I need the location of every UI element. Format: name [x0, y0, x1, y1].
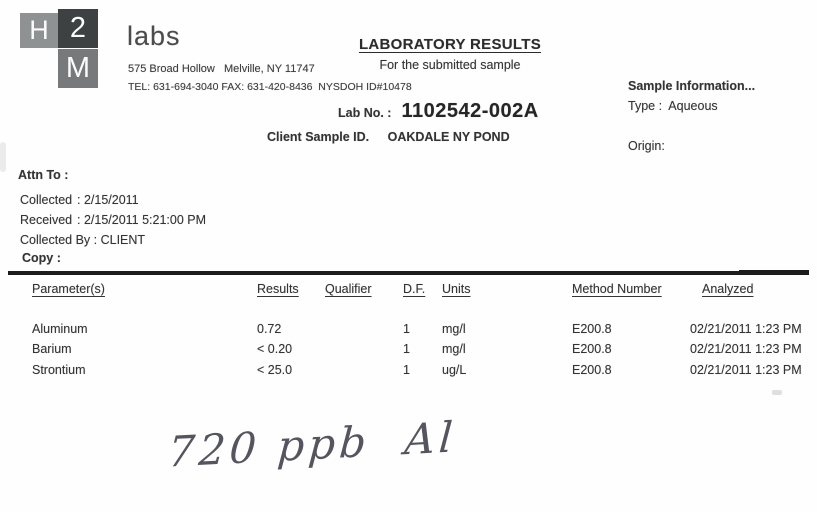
cell-method-number: E200.8: [572, 363, 612, 377]
collected-row: Collected : 2/15/2011: [20, 193, 139, 207]
cell-result: < 0.20: [257, 342, 293, 356]
col-header-method-number: Method Number: [572, 282, 662, 296]
scan-smudge: [772, 390, 782, 395]
table-row-barium: Barium < 0.20 1 mg/l E200.8 02/21/2011 1…: [28, 342, 808, 356]
cell-parameter: Aluminum: [32, 322, 88, 336]
col-header-units: Units: [442, 282, 471, 296]
cell-analyzed: 02/21/2011 1:23 PM: [690, 342, 802, 356]
collected-value: : 2/15/2011: [77, 193, 139, 207]
logo-block-h: H: [20, 13, 58, 48]
logo-block-m: M: [58, 49, 98, 88]
cell-units: mg/l: [442, 342, 466, 356]
client-sample-id-label: Client Sample ID.: [267, 130, 370, 144]
cell-parameter: Barium: [32, 342, 72, 356]
col-header-analyzed: Analyzed: [702, 282, 754, 296]
cell-result: 0.72: [257, 322, 282, 336]
scan-smudge: [0, 142, 6, 172]
lab-number-label: Lab No. :: [338, 106, 392, 120]
cell-result: < 25.0: [257, 363, 293, 377]
received-value: : 2/15/2011 5:21:00 PM: [77, 213, 207, 227]
table-row-strontium: Strontium < 25.0 1 ug/L E200.8 02/21/201…: [28, 363, 808, 377]
cell-df: 1: [403, 363, 410, 377]
cell-analyzed: 02/21/2011 1:23 PM: [690, 363, 802, 377]
cell-qualifier: [325, 322, 397, 336]
received-row: Received : 2/15/2011 5:21:00 PM: [20, 213, 206, 227]
handwritten-note: 720 ppb Al: [166, 412, 459, 477]
cell-df: 1: [403, 342, 410, 356]
cell-units: ug/L: [442, 363, 467, 377]
results-table-header: Parameter(s) Results Qualifier D.F. Unit…: [28, 282, 808, 296]
cell-units: mg/l: [442, 322, 466, 336]
client-sample-id-row: Client Sample ID. OAKDALE NY POND: [267, 130, 510, 144]
lab-number-row: Lab No. : 1102542-002A: [338, 100, 539, 123]
collected-by-label: Collected By :: [20, 233, 98, 247]
lab-address: 575 Broad Hollow Melville, NY 11747: [128, 63, 315, 75]
table-row-aluminum: Aluminum 0.72 1 mg/l E200.8 02/21/2011 1…: [28, 322, 808, 336]
collected-label: Collected: [20, 193, 73, 207]
col-header-qualifier: Qualifier: [325, 282, 372, 296]
attn-to-label: Attn To :: [18, 168, 69, 182]
col-header-df: D.F.: [403, 282, 426, 296]
received-label: Received: [20, 213, 73, 227]
copy-label: Copy :: [22, 251, 61, 265]
sample-information-heading: Sample Information...: [628, 79, 756, 93]
cell-method-number: E200.8: [572, 342, 612, 356]
col-header-parameters: Parameter(s): [32, 282, 105, 296]
logo-block-2: 2: [58, 9, 98, 48]
brand-name: labs: [127, 21, 181, 51]
collected-by-row: Collected By : CLIENT: [20, 233, 145, 247]
lab-number-value: 1102542-002A: [401, 100, 539, 122]
cell-df: 1: [403, 322, 410, 336]
table-top-divider: [8, 270, 809, 275]
cell-analyzed: 02/21/2011 1:23 PM: [690, 322, 802, 336]
cell-qualifier: [325, 342, 397, 356]
lab-contact-line: TEL: 631-694-3040 FAX: 631-420-8436 NYSD…: [128, 81, 412, 93]
cell-method-number: E200.8: [572, 322, 612, 336]
collected-by-value: CLIENT: [97, 233, 146, 247]
col-header-results: Results: [257, 282, 299, 296]
client-sample-id-value: OAKDALE NY POND: [387, 130, 510, 144]
cell-parameter: Strontium: [32, 363, 86, 377]
report-title: LABORATORY RESULTS: [358, 36, 542, 53]
cell-qualifier: [325, 363, 397, 377]
report-subtitle: For the submitted sample: [379, 58, 521, 72]
sample-origin-label: Origin:: [628, 139, 665, 153]
sample-type-line: Type : Aqueous: [628, 99, 718, 113]
